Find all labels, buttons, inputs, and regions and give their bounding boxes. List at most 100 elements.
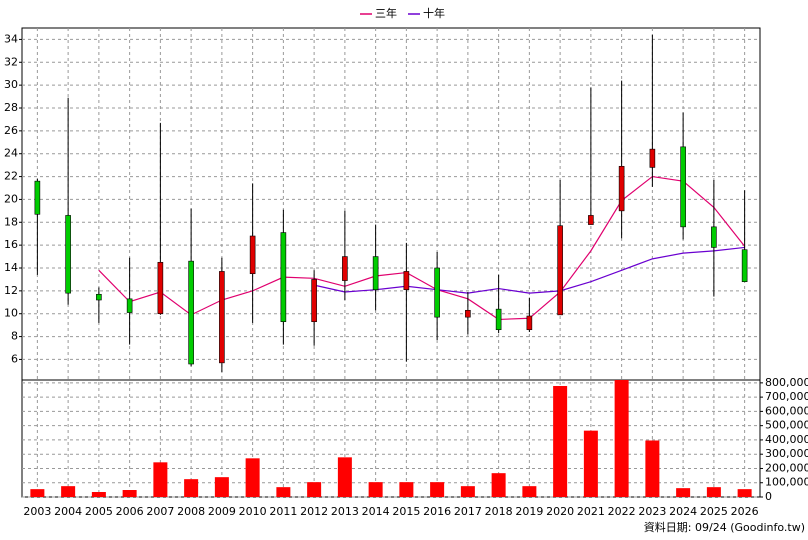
- x-tick-label: 2014: [362, 505, 390, 518]
- y-tick-label: 12: [4, 284, 18, 297]
- bar: [184, 479, 199, 497]
- y-tick-label: 700,000: [765, 390, 808, 403]
- y-tick-label: 26: [4, 124, 18, 137]
- x-tick-label: 2009: [208, 505, 236, 518]
- candle-body: [434, 267, 440, 318]
- y-tick-label: 28: [4, 101, 18, 114]
- candle-body: [588, 215, 594, 225]
- bar: [491, 473, 506, 497]
- candle-body: [311, 279, 317, 323]
- y-tick-label: 32: [4, 55, 18, 68]
- x-tick-label: 2008: [177, 505, 205, 518]
- bar: [61, 486, 76, 497]
- y-tick-label: 30: [4, 78, 18, 91]
- candle-body: [34, 180, 41, 215]
- bar: [706, 487, 721, 497]
- candle-body: [526, 315, 533, 331]
- bar: [214, 477, 229, 497]
- bar: [583, 430, 598, 497]
- y-tick-label: 18: [4, 215, 18, 228]
- x-tick-label: 2017: [454, 505, 482, 518]
- bar: [368, 482, 383, 497]
- y-tick-label: 600,000: [765, 404, 808, 417]
- x-tick-label: 2003: [23, 505, 51, 518]
- y-tick-label: 14: [4, 261, 18, 274]
- bar: [522, 486, 537, 497]
- bar: [645, 440, 660, 497]
- y-tick-label: 300,000: [765, 447, 808, 460]
- bar: [460, 486, 475, 497]
- candle-body: [618, 165, 625, 212]
- y-tick-label: 10: [4, 307, 18, 320]
- bar: [337, 457, 352, 497]
- candle-body: [495, 308, 502, 331]
- bar: [676, 488, 691, 497]
- legend-label: 十年: [423, 6, 445, 20]
- bar: [153, 462, 168, 497]
- candle-body: [342, 256, 348, 281]
- x-tick-label: 2021: [577, 505, 605, 518]
- x-tick-label: 2004: [54, 505, 82, 518]
- x-tick-label: 2025: [700, 505, 728, 518]
- y-tick-label: 20: [4, 192, 18, 205]
- y-tick-label: 8: [11, 330, 18, 343]
- candle-body: [188, 260, 194, 365]
- y-tick-label: 100,000: [765, 476, 808, 489]
- source-note: 資料日期: 09/24 (Goodinfo.tw): [644, 520, 805, 534]
- x-tick-label: 2005: [85, 505, 113, 518]
- bar: [307, 482, 322, 497]
- candle-body: [741, 249, 748, 283]
- x-tick-label: 2024: [669, 505, 697, 518]
- x-tick-label: 2006: [116, 505, 144, 518]
- y-tick-label: 34: [4, 32, 18, 45]
- y-tick-label: 24: [4, 147, 18, 160]
- y-tick-label: 16: [4, 238, 18, 251]
- y-tick-label: 800,000: [765, 376, 808, 389]
- line-series: [313, 246, 745, 294]
- bar: [30, 489, 45, 497]
- x-tick-label: 2018: [485, 505, 513, 518]
- candle-body: [126, 298, 133, 313]
- y-tick-label: 200,000: [765, 461, 808, 474]
- candle-body: [65, 215, 71, 294]
- bar: [122, 490, 137, 497]
- x-tick-label: 2019: [515, 505, 543, 518]
- bar: [430, 482, 445, 497]
- candle-body: [219, 271, 225, 364]
- candle-body: [96, 293, 102, 301]
- candle-body: [249, 235, 256, 275]
- plot-frame: [21, 27, 761, 498]
- bar: [553, 385, 568, 497]
- x-tick-label: 2013: [331, 505, 359, 518]
- legend-label: 三年: [375, 6, 397, 20]
- bar: [245, 458, 260, 497]
- x-tick-label: 2012: [300, 505, 328, 518]
- x-tick-label: 2016: [423, 505, 451, 518]
- y-tick-label: 22: [4, 170, 18, 183]
- bar: [614, 380, 629, 497]
- candle-body: [557, 225, 563, 316]
- candle-body: [157, 261, 164, 315]
- y-tick-label: 0: [765, 490, 772, 503]
- x-tick-label: 2022: [608, 505, 636, 518]
- bar: [276, 487, 291, 497]
- candle-body: [403, 271, 410, 291]
- bar: [91, 492, 106, 497]
- x-tick-label: 2020: [546, 505, 574, 518]
- x-tick-label: 2007: [146, 505, 174, 518]
- candle-body: [680, 146, 686, 228]
- bar: [399, 482, 414, 497]
- candle-body: [649, 148, 656, 168]
- x-tick-label: 2026: [731, 505, 759, 518]
- y-tick-label: 400,000: [765, 433, 808, 446]
- x-tick-label: 2011: [269, 505, 297, 518]
- y-tick-label: 500,000: [765, 419, 808, 432]
- x-tick-label: 2010: [239, 505, 267, 518]
- candle-body: [280, 232, 287, 323]
- candle-body: [711, 226, 717, 248]
- candle-body: [465, 309, 471, 318]
- candle-body: [372, 256, 379, 291]
- x-tick-label: 2015: [392, 505, 420, 518]
- line-series: [98, 175, 746, 321]
